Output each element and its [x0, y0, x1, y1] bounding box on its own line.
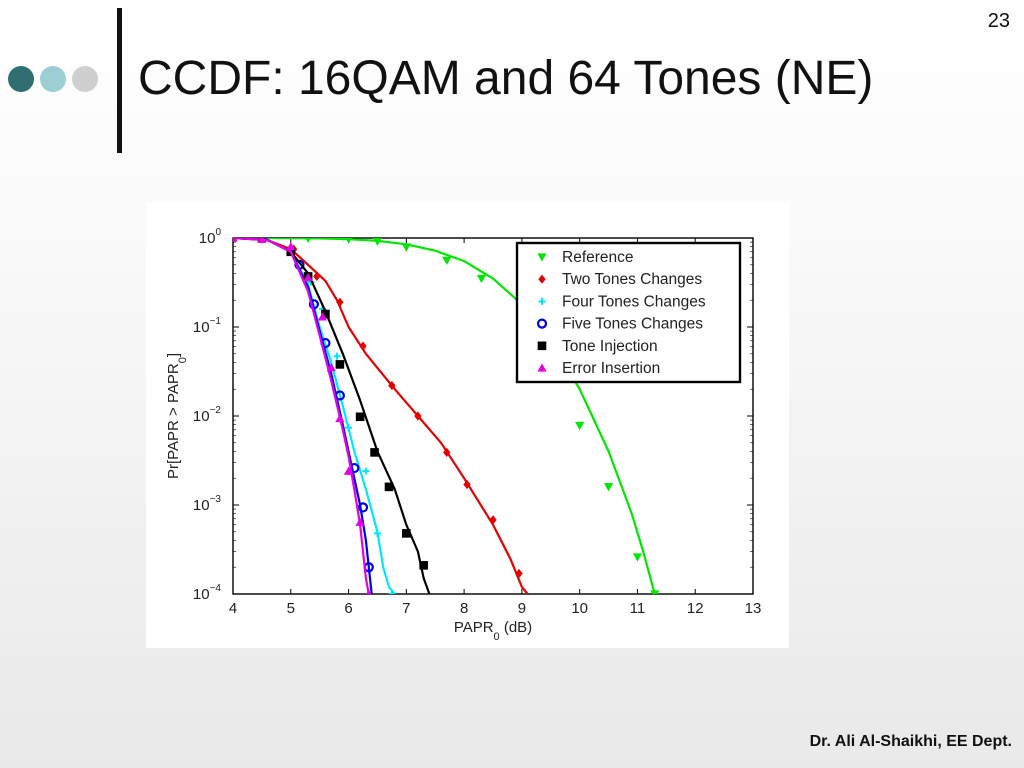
- data-point-reference: [305, 238, 311, 243]
- data-point-error-insertion: [303, 272, 313, 282]
- legend-marker: [537, 253, 547, 262]
- x-tick-label: 5: [287, 600, 295, 617]
- data-point-four-tones-changes: [388, 590, 396, 594]
- data-point-error-insertion: [343, 466, 354, 475]
- y-tick-label: 10−3: [193, 494, 222, 514]
- x-tick-label: 9: [518, 600, 526, 617]
- data-point-two-tones-changes: [489, 515, 497, 525]
- data-point-five-tones-changes: [357, 502, 369, 513]
- data-point-error-insertion: [257, 238, 267, 243]
- title-divider: [117, 8, 122, 153]
- legend-label: Error Insertion: [562, 360, 660, 377]
- legend-marker: [538, 274, 546, 284]
- data-point-four-tones-changes: [373, 529, 381, 537]
- y-tick-label: 10−2: [193, 405, 222, 425]
- data-point-two-tones-changes: [463, 479, 471, 490]
- data-point-error-insertion: [286, 242, 296, 251]
- legend-marker: [536, 318, 548, 329]
- series-error-insertion: [233, 238, 372, 594]
- data-point-tone-injection: [321, 309, 330, 319]
- y-axis-label: Pr[PAPR > PAPR0]: [165, 353, 189, 479]
- legend-marker: [537, 363, 547, 372]
- data-point-reference: [373, 238, 382, 246]
- series-line-error-insertion: [233, 238, 370, 594]
- slide-number: 23: [987, 10, 1010, 32]
- data-point-error-insertion: [317, 312, 328, 321]
- data-point-two-tones-changes: [443, 447, 451, 457]
- data-point-reference: [476, 274, 487, 284]
- data-point-error-insertion: [326, 362, 336, 372]
- chart-panel: 4 5 6 7 8 9 10 11 12 13 100 10−1 10−2 10−3 10−4 PAPR0 (…: [146, 202, 789, 648]
- data-point-tone-injection: [419, 561, 428, 570]
- legend-label: Four Tones Changes: [562, 293, 706, 310]
- data-point-five-tones-changes: [308, 299, 319, 310]
- y-tick-label: 100: [199, 227, 222, 247]
- data-point-reference: [345, 238, 352, 244]
- x-tick-label: 7: [402, 600, 410, 617]
- data-point-two-tones-changes: [414, 411, 422, 421]
- data-point-tone-injection: [335, 360, 345, 369]
- x-tick-label: 12: [687, 600, 704, 617]
- data-point-four-tones-changes: [345, 424, 353, 432]
- bullet-dot-light: [40, 66, 66, 92]
- legend-label: Reference: [562, 249, 634, 266]
- data-point-two-tones-changes: [515, 568, 523, 579]
- data-point-two-tones-changes: [359, 341, 367, 351]
- data-point-reference: [401, 243, 411, 252]
- data-layer: [233, 238, 660, 594]
- x-axis-label: PAPR0 (dB): [454, 619, 532, 643]
- x-tick-label: 6: [344, 600, 352, 617]
- x-tick-label: 8: [460, 600, 468, 617]
- bullet-dot-dark: [8, 66, 34, 92]
- data-point-error-insertion: [355, 517, 365, 526]
- chart-svg: 4 5 6 7 8 9 10 11 12 13 100 10−1 10−2 10−3 10−4 PAPR0 (…: [165, 227, 762, 643]
- data-point-reference: [442, 256, 452, 266]
- ccdf-chart: 4 5 6 7 8 9 10 11 12 13 100 10−1 10−2 10−3 10−4 PAPR0 (…: [146, 202, 789, 653]
- bullet-dots: [8, 66, 98, 92]
- slide-footer: Dr. Ali Al-Shaikhi, EE Dept.: [809, 733, 1012, 750]
- data-point-reference: [632, 553, 643, 562]
- legend: Reference Two Tones Changes Four Tones Cha…: [515, 241, 742, 384]
- data-point-four-tones-changes: [333, 352, 341, 360]
- legend-label: Tone Injection: [562, 338, 658, 355]
- slide-title: CCDF: 16QAM and 64 Tones (NE): [138, 52, 874, 105]
- x-tick-label: 13: [745, 600, 762, 617]
- series-two-tones-changes: [233, 238, 529, 594]
- legend-label: Five Tones Changes: [562, 316, 703, 333]
- data-point-error-insertion: [233, 238, 238, 242]
- series-line-two-tones-changes: [233, 238, 529, 594]
- y-tick-label: 10−4: [193, 583, 222, 603]
- data-point-tone-injection: [402, 529, 411, 538]
- y-tick-label: 10−1: [193, 316, 222, 336]
- data-point-tone-injection: [384, 482, 394, 492]
- data-point-tone-injection: [355, 412, 365, 422]
- data-point-error-insertion: [335, 413, 345, 423]
- x-tick-label: 4: [229, 600, 237, 617]
- legend-label: Two Tones Changes: [562, 271, 702, 288]
- x-tick-label: 11: [630, 600, 646, 617]
- data-point-reference: [603, 483, 614, 492]
- data-point-reference: [650, 590, 660, 594]
- data-point-error-insertion: [366, 589, 372, 594]
- legend-marker: [537, 341, 547, 351]
- legend-box: [515, 241, 742, 384]
- bullet-dot-gray: [72, 66, 98, 92]
- legend-marker: [538, 297, 546, 305]
- data-point-four-tones-changes: [362, 467, 370, 475]
- data-point-five-tones-changes: [334, 390, 345, 401]
- data-point-tone-injection: [370, 448, 379, 457]
- x-tick-label: 10: [571, 600, 588, 617]
- data-point-reference: [575, 421, 585, 431]
